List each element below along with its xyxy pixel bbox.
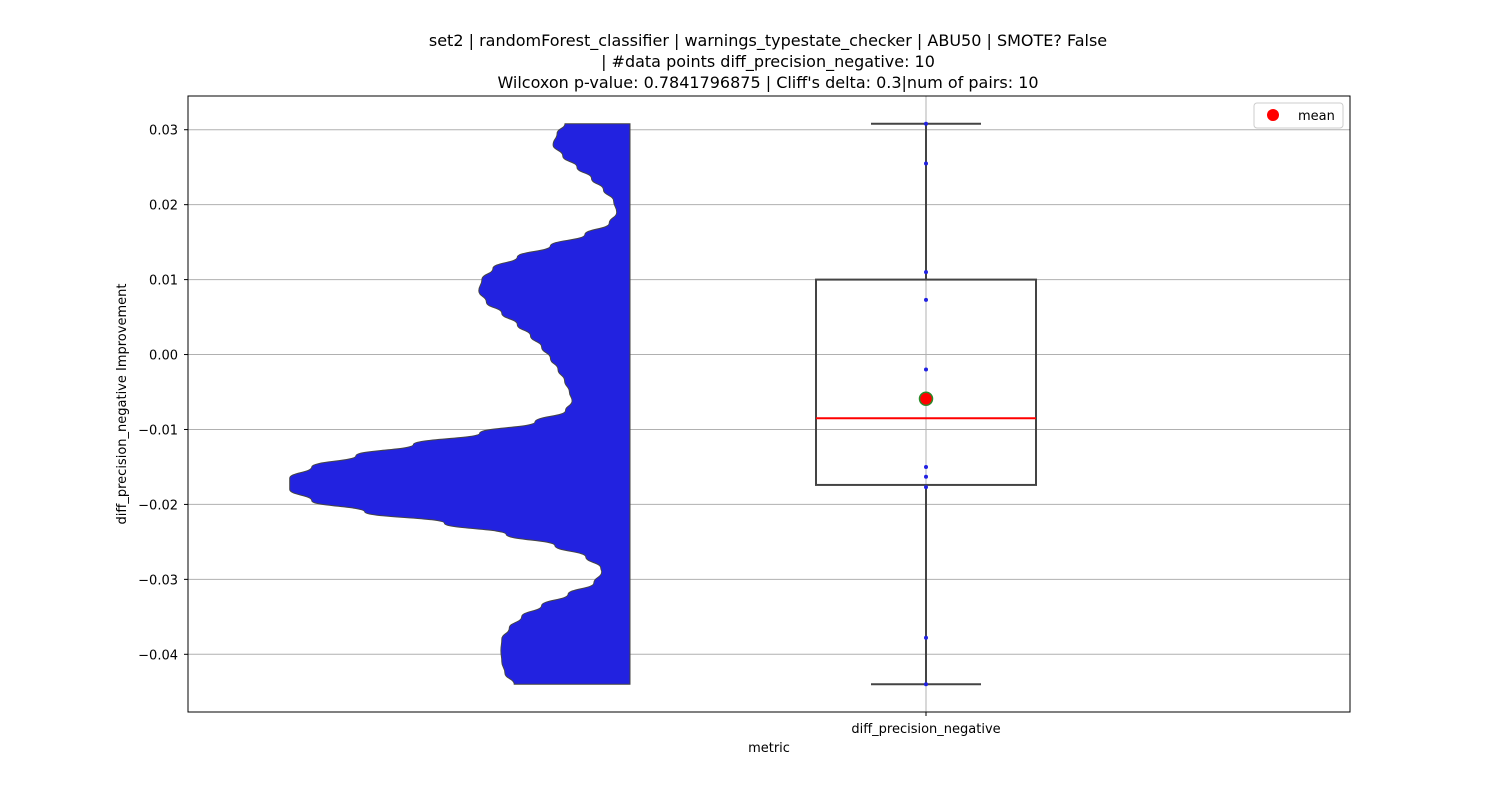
data-point	[924, 297, 928, 302]
x-tick-label: diff_precision_negative	[851, 722, 1000, 737]
y-tick-label: −0.02	[138, 498, 178, 513]
y-tick-label: −0.03	[138, 573, 178, 588]
data-point	[924, 485, 928, 490]
x-axis-label: metric	[748, 741, 790, 756]
data-point	[924, 464, 928, 469]
data-point	[924, 635, 928, 640]
y-tick-label: 0.00	[149, 349, 178, 364]
box-layer	[815, 121, 1037, 687]
y-tick-label: 0.03	[149, 124, 178, 139]
y-tick-label: −0.01	[138, 423, 178, 438]
data-point	[924, 474, 928, 479]
ticks-layer: 0.03 0.02 0.01 0.00 −0.01 −0.02 −0.03 −0.04 diff…	[138, 124, 1001, 737]
data-point	[924, 682, 928, 687]
chart-title-line-3: Wilcoxon p-value: 0.7841796875 | Cliff's…	[497, 73, 1038, 92]
chart-title-line-2: | #data points diff_precision_negative: …	[601, 52, 935, 72]
legend-box	[1253, 102, 1344, 129]
legend: mean	[1253, 102, 1344, 129]
plot-frame	[187, 95, 1351, 713]
violin-body	[289, 123, 631, 685]
y-axis-label: diff_precision_negative Improvement	[115, 284, 130, 525]
data-point	[924, 270, 928, 275]
data-point	[924, 161, 928, 166]
box-iqr	[815, 278, 1037, 486]
legend-mean-label: mean	[1298, 109, 1335, 124]
violin-layer	[289, 123, 631, 685]
y-tick-label: 0.01	[149, 274, 178, 289]
y-tick-label: −0.04	[138, 648, 178, 663]
chart-title-line-1: set2 | randomForest_classifier | warning…	[429, 31, 1107, 51]
grid-layer	[188, 96, 1350, 712]
data-point	[924, 121, 928, 126]
data-point	[924, 367, 928, 372]
mean-marker	[918, 391, 934, 407]
legend-mean-marker	[1267, 109, 1279, 121]
y-tick-label: 0.02	[149, 199, 178, 214]
